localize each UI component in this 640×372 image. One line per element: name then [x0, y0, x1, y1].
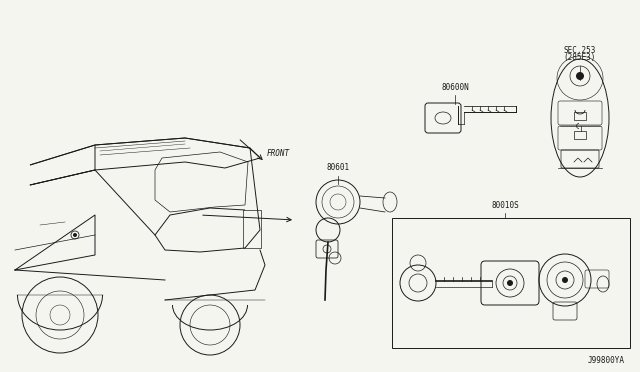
Text: 80010S: 80010S — [491, 201, 519, 210]
Bar — [243, 210, 261, 248]
Text: 80600N: 80600N — [441, 83, 469, 92]
Text: J99800YA: J99800YA — [588, 356, 625, 365]
Text: SEC.253: SEC.253 — [564, 46, 596, 55]
Circle shape — [576, 72, 584, 80]
Bar — [574, 112, 586, 120]
Circle shape — [562, 277, 568, 283]
Bar — [392, 218, 630, 348]
Bar — [574, 131, 586, 139]
Text: FRONT: FRONT — [267, 149, 290, 158]
Text: (285E3): (285E3) — [564, 53, 596, 62]
Circle shape — [507, 280, 513, 286]
Circle shape — [73, 233, 77, 237]
Text: 80601: 80601 — [326, 163, 349, 172]
